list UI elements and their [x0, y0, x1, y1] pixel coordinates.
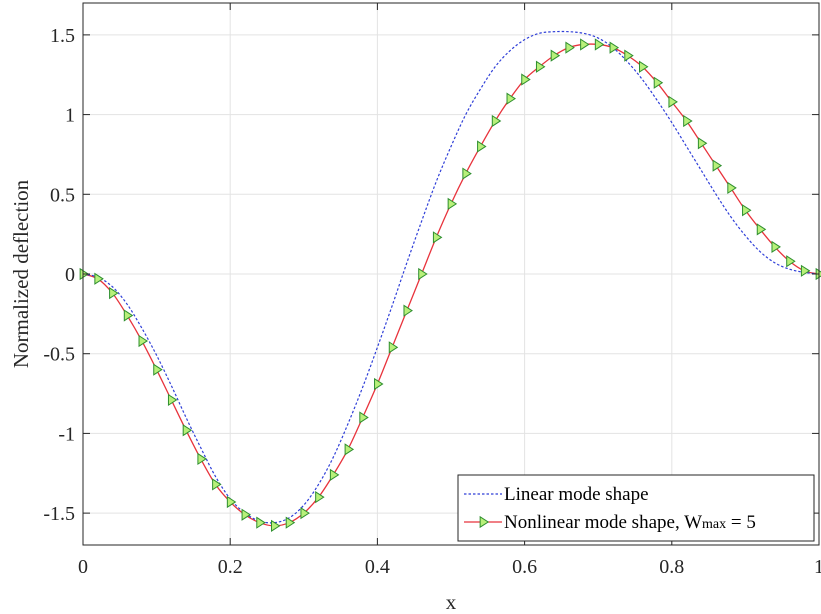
nonlinear-marker: [329, 468, 340, 481]
y-tick-label: 0.5: [50, 184, 75, 206]
plot-series: [79, 30, 821, 532]
nonlinear-marker: [742, 204, 752, 217]
nonlinear-marker: [683, 114, 693, 128]
nonlinear-marker: [285, 516, 296, 529]
nonlinear-marker: [109, 287, 119, 300]
y-tick-label: -1.5: [43, 503, 75, 525]
legend: Linear mode shape Nonlinear mode shape, W…: [457, 474, 815, 542]
legend-nonlinear-label: Nonlinear mode shape, Wmax = 5: [504, 512, 756, 533]
grid: [82, 3, 820, 545]
legend-linear-label: Linear mode shape: [504, 484, 649, 505]
nonlinear-marker: [786, 255, 796, 268]
y-tick-label: -0.5: [43, 344, 75, 366]
y-axis-label: Normalized deflection: [9, 179, 33, 368]
x-tick-label: 0.8: [659, 556, 684, 578]
nonlinear-marker: [624, 49, 634, 62]
nonlinear-marker: [256, 516, 266, 529]
nonlinear-marker: [462, 167, 472, 180]
x-tick-label: 1: [814, 556, 821, 578]
nonlinear-marker: [344, 443, 355, 456]
nonlinear-marker: [447, 197, 458, 210]
nonlinear-marker: [153, 363, 163, 376]
x-axis-label: x: [446, 590, 457, 614]
linear-mode-line: [82, 30, 820, 524]
nonlinear-marker: [418, 267, 428, 281]
nonlinear-marker: [535, 60, 546, 73]
legend-nonlinear-marker: [479, 515, 490, 529]
y-tick-label: 1.5: [50, 25, 75, 47]
nonlinear-marker: [167, 393, 178, 407]
nonlinear-marker: [315, 491, 325, 504]
y-tick-label: -1: [58, 423, 75, 445]
nonlinear-marker: [138, 334, 149, 348]
nonlinear-marker: [756, 223, 767, 236]
nonlinear-marker: [565, 41, 575, 54]
nonlinear-marker: [697, 137, 708, 150]
y-tick-label: 0: [65, 264, 75, 286]
nonlinear-marker: [639, 60, 649, 73]
nonlinear-marker: [491, 114, 502, 128]
x-tick-label: 0.2: [218, 556, 243, 578]
legend-box: [457, 474, 815, 542]
nonlinear-marker: [653, 76, 664, 89]
nonlinear-marker: [580, 38, 590, 51]
nonlinear-marker: [432, 231, 443, 244]
nonlinear-marker: [477, 140, 487, 153]
ticks: [82, 3, 820, 545]
nonlinear-marker: [182, 424, 193, 437]
nonlinear-marker: [388, 341, 399, 354]
nonlinear-marker: [241, 508, 252, 521]
nonlinear-marker: [403, 304, 413, 317]
nonlinear-marker: [800, 264, 811, 277]
nonlinear-marker: [359, 411, 369, 424]
nonlinear-marker: [668, 95, 678, 108]
nonlinear-marker: [123, 309, 134, 322]
nonlinear-marker: [594, 38, 605, 51]
nonlinear-marker: [609, 41, 620, 54]
nonlinear-marker: [374, 377, 384, 391]
nonlinear-marker: [550, 49, 561, 62]
x-tick-label: 0.4: [365, 556, 390, 578]
tick-labels: 0 0.2 0.4 0.6 0.8 1 -1.5 -1 -0.5 0 0.5 1 1.5: [43, 25, 821, 578]
nonlinear-marker: [771, 240, 781, 254]
nonlinear-marker: [521, 73, 531, 86]
nonlinear-marker: [197, 452, 207, 466]
nonlinear-marker: [727, 181, 737, 195]
nonlinear-marker: [271, 519, 281, 532]
x-tick-label: 0: [78, 556, 88, 578]
nonlinear-marker: [226, 495, 237, 509]
x-tick-label: 0.6: [512, 556, 537, 578]
y-tick-label: 1: [65, 105, 75, 127]
nonlinear-marker: [506, 92, 517, 105]
nonlinear-marker: [300, 507, 310, 520]
nonlinear-marker: [712, 159, 723, 172]
nonlinear-marker: [212, 478, 222, 491]
nonlinear-marker: [94, 272, 104, 285]
